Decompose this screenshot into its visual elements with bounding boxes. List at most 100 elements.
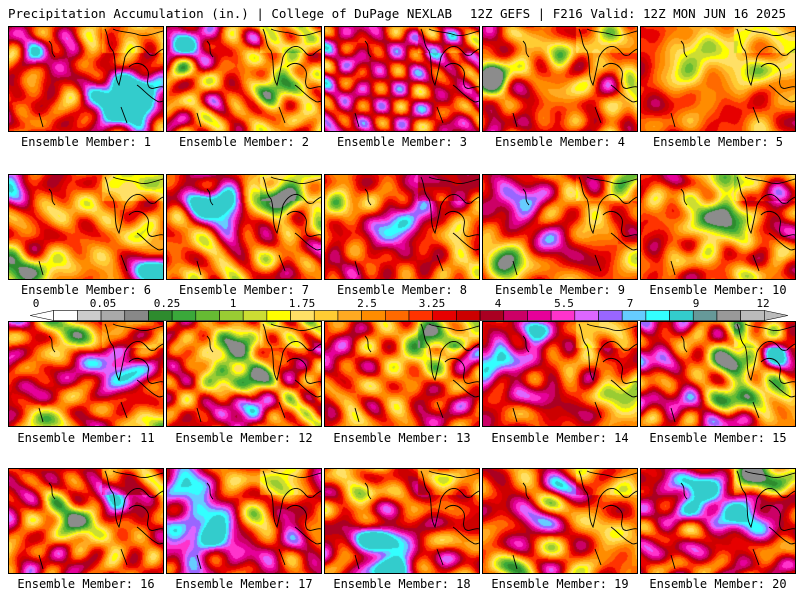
coastline bbox=[120, 548, 128, 566]
coastline bbox=[522, 40, 530, 58]
coastline bbox=[760, 504, 795, 531]
coastline bbox=[294, 379, 321, 398]
colorbar-swatch bbox=[456, 310, 481, 321]
coastline-overlay bbox=[512, 470, 637, 570]
coastline bbox=[452, 379, 479, 398]
panel-label: Ensemble Member: 18 bbox=[333, 577, 471, 591]
colorbar-swatch bbox=[669, 310, 694, 321]
panel-label: Ensemble Member: 2 bbox=[178, 135, 310, 149]
precip-field bbox=[325, 27, 479, 131]
colorbar-swatch bbox=[503, 310, 528, 321]
panel-label: Ensemble Member: 5 bbox=[652, 135, 784, 149]
coastline bbox=[440, 341, 479, 353]
coastline bbox=[512, 407, 518, 423]
precip-field bbox=[9, 322, 163, 426]
coastline bbox=[440, 194, 479, 206]
precip-field bbox=[483, 175, 637, 279]
run-valid-time: 12Z GEFS | F216 Valid: 12Z MON JUN 16 20… bbox=[469, 6, 786, 21]
coastline bbox=[354, 112, 360, 128]
map-panel bbox=[166, 468, 322, 574]
coastline bbox=[124, 341, 163, 353]
colorbar-swatch bbox=[219, 310, 244, 321]
coastline bbox=[578, 470, 600, 529]
map-panel bbox=[482, 321, 638, 427]
coastline bbox=[444, 504, 479, 531]
coastline bbox=[112, 470, 163, 478]
coastline bbox=[120, 401, 128, 419]
map-panel bbox=[324, 26, 480, 132]
map-panel bbox=[482, 26, 638, 132]
coastline bbox=[262, 470, 284, 529]
colorbar bbox=[30, 310, 788, 321]
coastline bbox=[48, 188, 56, 206]
coastline bbox=[262, 176, 284, 235]
precip-field bbox=[9, 27, 163, 131]
coastline bbox=[436, 106, 444, 124]
coastline-overlay bbox=[512, 323, 637, 423]
coastline bbox=[594, 254, 602, 272]
precip-field bbox=[325, 469, 479, 573]
precip-field bbox=[325, 175, 479, 279]
map-panel bbox=[8, 26, 164, 132]
coastline bbox=[680, 188, 688, 206]
coastline bbox=[436, 401, 444, 419]
coastline bbox=[294, 84, 321, 103]
coastline bbox=[736, 323, 758, 382]
coastline bbox=[680, 482, 688, 500]
coastline bbox=[760, 210, 795, 237]
coastline bbox=[286, 210, 321, 237]
coastline bbox=[38, 407, 44, 423]
colorbar-arrow-right bbox=[764, 310, 788, 321]
coastline bbox=[670, 407, 676, 423]
coastline bbox=[602, 62, 637, 89]
panel-label: Ensemble Member: 6 bbox=[20, 283, 152, 297]
coastline bbox=[262, 323, 284, 382]
colorbar-swatch bbox=[77, 310, 102, 321]
coastline bbox=[512, 112, 518, 128]
coastline bbox=[354, 407, 360, 423]
coastline bbox=[48, 40, 56, 58]
coastline-overlay bbox=[354, 470, 479, 570]
coastline bbox=[420, 28, 442, 87]
coastline bbox=[124, 488, 163, 500]
coastline bbox=[598, 46, 637, 58]
coastline bbox=[428, 470, 479, 478]
map-panel bbox=[640, 468, 796, 574]
precip-field bbox=[9, 469, 163, 573]
coastline bbox=[112, 323, 163, 331]
precip-field bbox=[9, 175, 163, 279]
coastline bbox=[270, 176, 321, 184]
coastline bbox=[680, 335, 688, 353]
coastline bbox=[736, 470, 758, 529]
colorbar-tick-label: 1 bbox=[229, 297, 237, 310]
colorbar-swatch bbox=[100, 310, 126, 321]
coastline bbox=[610, 379, 637, 398]
coastline bbox=[768, 84, 795, 103]
precip-field bbox=[483, 27, 637, 131]
coastline-overlay bbox=[38, 470, 163, 570]
map-panel bbox=[482, 468, 638, 574]
coastline bbox=[104, 323, 126, 382]
coastline bbox=[262, 28, 284, 87]
coastline bbox=[278, 548, 286, 566]
coastline bbox=[452, 232, 479, 251]
coastline bbox=[594, 548, 602, 566]
coastline bbox=[124, 194, 163, 206]
coastline bbox=[104, 470, 126, 529]
coastline bbox=[736, 28, 758, 87]
coastline bbox=[512, 554, 518, 570]
coastline bbox=[586, 323, 637, 331]
coastline bbox=[452, 526, 479, 545]
coastline bbox=[428, 323, 479, 331]
coastline bbox=[206, 40, 214, 58]
coastline bbox=[196, 260, 202, 276]
coastline bbox=[752, 254, 760, 272]
panel-label: Ensemble Member: 19 bbox=[491, 577, 629, 591]
coastline bbox=[282, 194, 321, 206]
coastline bbox=[128, 504, 163, 531]
coastline bbox=[136, 379, 163, 398]
coastline bbox=[136, 84, 163, 103]
colorbar-tick-label: 3.25 bbox=[418, 297, 446, 310]
coastline bbox=[136, 526, 163, 545]
map-panel bbox=[640, 174, 796, 280]
